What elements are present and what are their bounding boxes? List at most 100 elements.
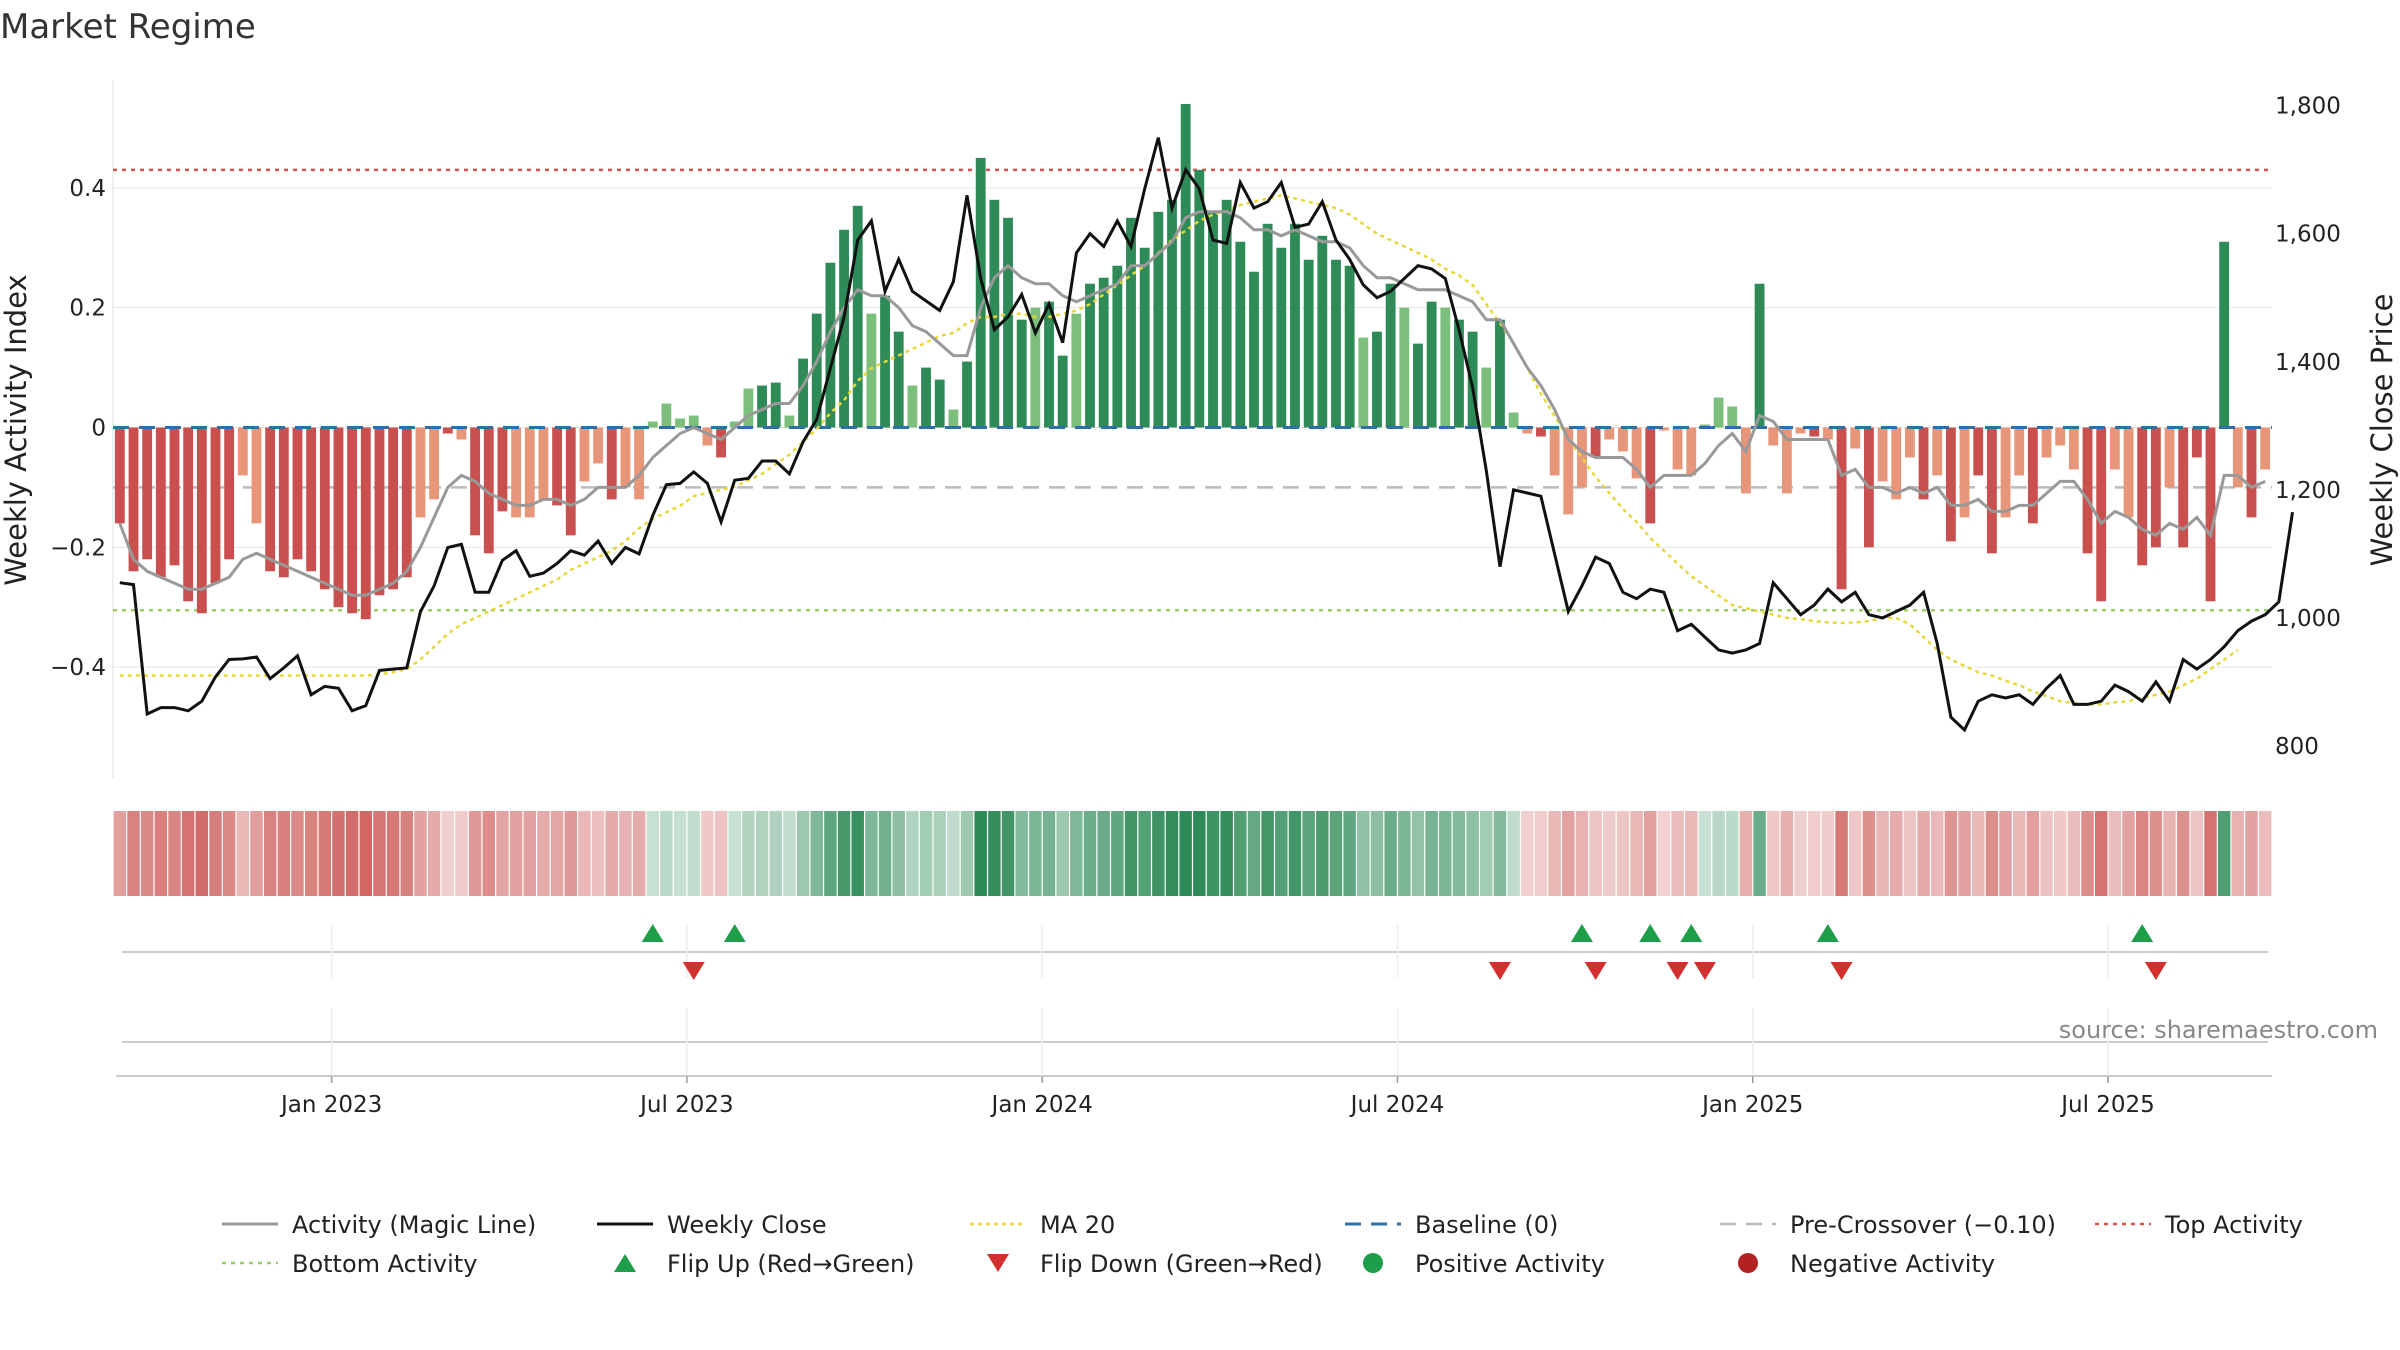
activity-bar bbox=[1672, 427, 1683, 470]
heat-cell bbox=[591, 811, 605, 896]
activity-bar bbox=[1194, 169, 1205, 428]
activity-bar bbox=[224, 427, 235, 560]
activity-bar bbox=[1044, 301, 1054, 428]
activity-bar bbox=[907, 385, 918, 428]
activity-bar bbox=[183, 427, 194, 602]
heat-cell bbox=[2204, 811, 2217, 896]
activity-bar bbox=[743, 388, 754, 428]
heat-cell bbox=[1534, 811, 1548, 896]
heat-cell bbox=[1507, 811, 1520, 896]
heat-cell bbox=[769, 811, 782, 896]
heat-cell bbox=[1466, 811, 1479, 896]
y-right-tick-label: 800 bbox=[2275, 734, 2319, 760]
heat-cell bbox=[810, 811, 823, 896]
activity-bar bbox=[1057, 355, 1068, 428]
activity-bar bbox=[1809, 427, 1820, 437]
y-axis-right: 1,800 1,600 1,400 1,200 1,000 800 bbox=[2275, 94, 2341, 760]
heat-cell bbox=[441, 811, 455, 896]
legend-swatch bbox=[614, 1254, 636, 1272]
activity-bar bbox=[2082, 427, 2093, 554]
activity-bar bbox=[1262, 223, 1273, 428]
activity-bar bbox=[1317, 235, 1328, 428]
legend-label: MA 20 bbox=[1040, 1211, 1115, 1239]
heat-cell bbox=[550, 811, 564, 896]
activity-bar bbox=[688, 415, 699, 428]
heat-cell bbox=[1042, 811, 1056, 896]
activity-bar bbox=[2232, 427, 2243, 488]
activity-bar bbox=[1221, 199, 1232, 428]
y-left-tick-label: −0.4 bbox=[50, 655, 106, 681]
heat-cell bbox=[181, 811, 195, 896]
activity-bar bbox=[1686, 427, 1697, 476]
flip-down-marker bbox=[1584, 962, 1607, 980]
activity-bar bbox=[388, 427, 399, 590]
activity-bar bbox=[634, 427, 645, 500]
activity-bar bbox=[1604, 427, 1615, 440]
heat-cell bbox=[2176, 811, 2190, 896]
activity-bar bbox=[237, 427, 248, 476]
heat-cell bbox=[865, 811, 878, 896]
heat-cell bbox=[2135, 811, 2149, 896]
activity-bar bbox=[360, 427, 371, 620]
activity-bar bbox=[2096, 427, 2107, 602]
heat-cell bbox=[1193, 811, 1206, 896]
activity-bar bbox=[675, 418, 685, 428]
activity-bar bbox=[1016, 319, 1027, 428]
legend-label: Pre-Crossover (−0.10) bbox=[1790, 1211, 2056, 1239]
activity-bar bbox=[948, 409, 959, 428]
activity-bar bbox=[1645, 427, 1656, 524]
heat-cell bbox=[755, 811, 769, 896]
activity-bar bbox=[2055, 427, 2066, 446]
activity-bar bbox=[1413, 343, 1423, 428]
y-right-tick-label: 1,800 bbox=[2275, 94, 2341, 120]
flip-down-marker bbox=[1693, 962, 1716, 980]
heat-cell bbox=[632, 811, 646, 896]
heat-cell bbox=[660, 811, 673, 896]
y-left-tick-label: 0.2 bbox=[69, 296, 106, 322]
activity-bar bbox=[2150, 427, 2161, 548]
activity-bar bbox=[811, 313, 822, 428]
activity-bar bbox=[1098, 277, 1109, 428]
activity-bar bbox=[2219, 241, 2230, 428]
heat-cell bbox=[1493, 811, 1507, 896]
heat-cell bbox=[2040, 811, 2053, 896]
activity-bar bbox=[2164, 427, 2175, 488]
heat-cell bbox=[2149, 811, 2163, 896]
heat-cell bbox=[496, 811, 509, 896]
chart-title: Market Regime bbox=[0, 7, 256, 47]
legend-swatch bbox=[987, 1254, 1009, 1272]
y-axis-left: 0.4 0.2 0 −0.2 −0.4 bbox=[50, 176, 106, 681]
activity-bar bbox=[456, 427, 467, 440]
activity-bar bbox=[2027, 427, 2038, 524]
heat-cell bbox=[1124, 811, 1138, 896]
heat-cell bbox=[1206, 811, 1220, 896]
heat-cell bbox=[851, 811, 864, 896]
heat-cell bbox=[1616, 811, 1630, 896]
heat-cell bbox=[974, 811, 987, 896]
heat-cell bbox=[2108, 811, 2122, 896]
activity-bar bbox=[1659, 427, 1669, 431]
heat-cell bbox=[1452, 811, 1466, 896]
activity-bar bbox=[1918, 427, 1929, 500]
activity-bar bbox=[565, 427, 576, 536]
heat-cell bbox=[1971, 811, 1985, 896]
activity-bar bbox=[1768, 427, 1779, 446]
heat-cell bbox=[1056, 811, 1069, 896]
legend-label: Top Activity bbox=[2164, 1211, 2303, 1239]
heat-cell bbox=[1862, 811, 1876, 896]
heat-cell bbox=[687, 811, 700, 896]
heat-cell bbox=[701, 811, 714, 896]
activity-bar bbox=[1112, 265, 1123, 428]
activity-bar bbox=[1085, 283, 1095, 428]
heat-cell bbox=[277, 811, 291, 896]
activity-bar bbox=[784, 415, 795, 428]
heat-cell bbox=[2122, 811, 2135, 896]
activity-bar bbox=[825, 262, 836, 428]
ma20-line bbox=[119, 194, 2239, 706]
heat-cell bbox=[2026, 811, 2040, 896]
flip-up-marker bbox=[1570, 924, 1593, 942]
heat-cell bbox=[2245, 811, 2258, 896]
activity-bar bbox=[893, 331, 904, 428]
heat-cell bbox=[127, 811, 140, 896]
legend-item: MA 20 bbox=[970, 1211, 1115, 1239]
